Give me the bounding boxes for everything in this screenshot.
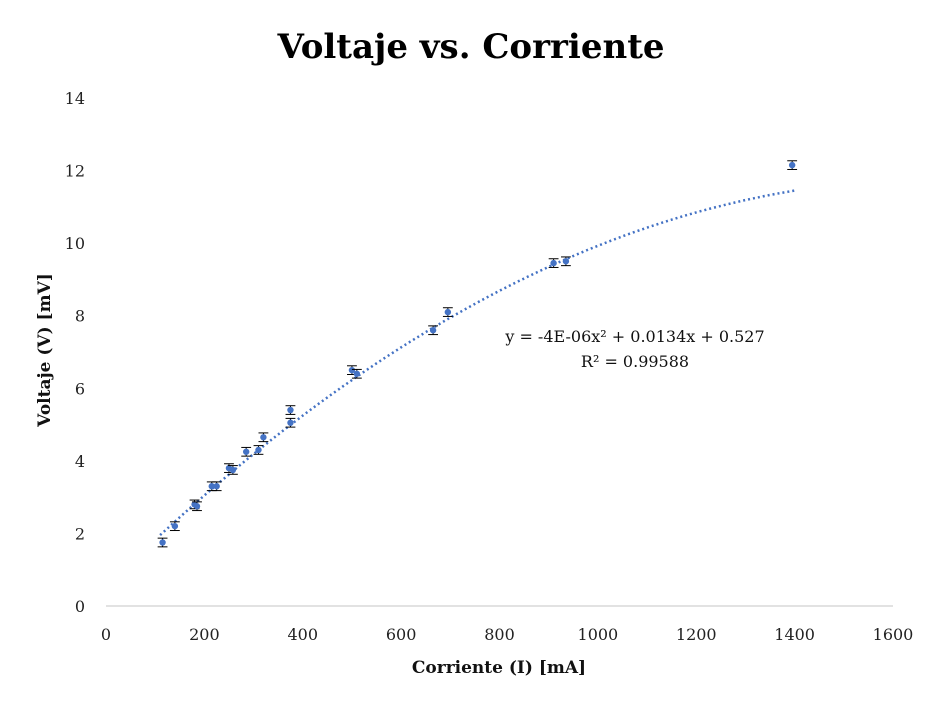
y-axis-ticks: 0 2 4 6 8 10 12 14: [65, 89, 85, 616]
x-tick-label: 400: [287, 625, 318, 644]
data-point-marker: [171, 522, 179, 530]
data-point-marker: [287, 406, 294, 414]
data-point: [548, 258, 559, 268]
data-point: [442, 307, 453, 317]
data-point: [285, 417, 296, 428]
data-point-marker: [287, 419, 294, 426]
chart-title: Voltaje vs. Corriente: [276, 27, 664, 67]
data-point-marker: [208, 483, 215, 490]
data-point-marker: [429, 327, 437, 334]
data-point-marker: [444, 308, 452, 316]
data-point-marker: [213, 483, 220, 490]
x-tick-label: 1000: [578, 625, 619, 644]
data-point-marker: [788, 161, 796, 169]
data-point: [227, 465, 238, 475]
data-point: [258, 432, 269, 443]
x-tick-label: 1200: [676, 625, 717, 644]
data-point-marker: [562, 258, 570, 265]
y-axis-label: Voltaje (V) [mV]: [35, 273, 55, 428]
y-tick-label: 0: [75, 597, 85, 616]
data-point: [285, 405, 296, 415]
data-point: [169, 521, 180, 532]
x-tick-label: 0: [101, 625, 111, 644]
data-point: [241, 446, 252, 457]
data-point-marker: [260, 434, 267, 441]
trendline-equation: y = -4E-06x² + 0.0134x + 0.527: [504, 327, 764, 346]
x-axis-label: Corriente (I) [mA]: [412, 658, 586, 678]
x-tick-label: 600: [386, 625, 417, 644]
data-point-marker: [229, 466, 237, 474]
x-tick-label: 800: [484, 625, 515, 644]
data-point-marker: [193, 503, 201, 510]
y-tick-label: 4: [75, 452, 85, 471]
data-point-marker: [550, 259, 557, 267]
y-tick-label: 2: [75, 524, 85, 543]
data-point: [428, 325, 439, 336]
y-tick-label: 10: [65, 234, 85, 253]
data-point: [351, 368, 362, 379]
data-point: [157, 537, 168, 548]
data-point: [560, 256, 571, 267]
x-tick-label: 1400: [774, 625, 815, 644]
y-tick-label: 8: [75, 307, 85, 326]
x-axis-ticks: 0 200 400 600 800 1000 1200 1400 1600: [101, 625, 913, 644]
data-point-marker: [255, 446, 262, 454]
data-point: [211, 481, 222, 492]
data-point-marker: [242, 448, 250, 455]
y-tick-label: 12: [65, 162, 85, 181]
x-tick-label: 200: [189, 625, 220, 644]
x-tick-label: 1600: [873, 625, 914, 644]
data-point-marker: [348, 366, 356, 374]
data-point: [192, 501, 202, 512]
data-point-marker: [353, 370, 361, 377]
data-point-marker: [159, 539, 166, 546]
r-squared-label: R² = 0.99588: [581, 352, 689, 371]
data-point: [787, 160, 798, 170]
y-tick-label: 14: [65, 89, 85, 108]
y-tick-label: 6: [75, 379, 85, 398]
data-point: [253, 445, 264, 455]
data-points: [157, 160, 798, 548]
trendline: [159, 189, 795, 537]
